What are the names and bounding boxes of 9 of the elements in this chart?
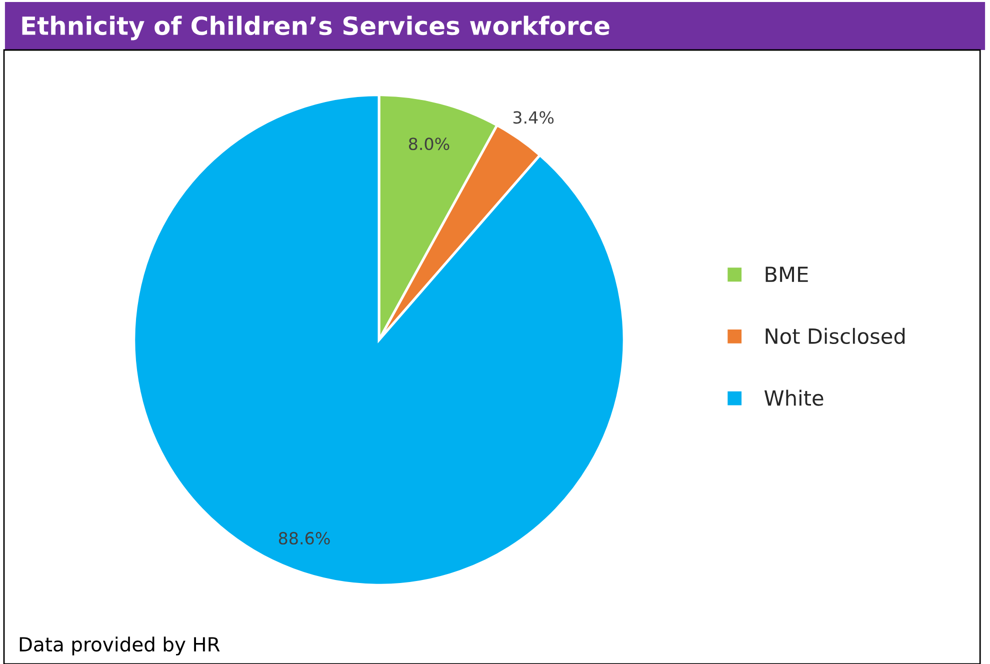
chart-title: Ethnicity of Children’s Services workforce bbox=[22, 16, 610, 40]
legend-label: BME bbox=[766, 266, 808, 282]
text: Data provided by HR bbox=[20, 636, 220, 656]
legend-label: White bbox=[764, 390, 824, 406]
data-label: 3.4% bbox=[513, 111, 554, 124]
data-label: 88.6% bbox=[278, 532, 330, 545]
data-label: 8.0% bbox=[408, 138, 450, 150]
legend-label: Not Disclosed bbox=[766, 328, 905, 344]
pie-slice bbox=[132, 94, 626, 586]
